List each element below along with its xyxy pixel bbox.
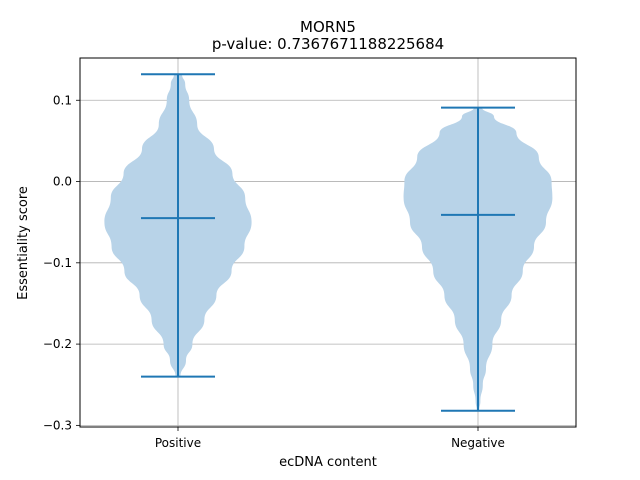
y-tick-label: 0.1 <box>53 93 72 107</box>
x-axis-label: ecDNA content <box>279 455 377 470</box>
chart-subtitle: p-value: 0.7367671188225684 <box>212 35 444 53</box>
plot-frame <box>79 57 577 428</box>
y-tick-label: −0.3 <box>43 418 72 432</box>
y-tick-label: −0.2 <box>43 337 72 351</box>
y-tick-label: −0.1 <box>43 256 72 270</box>
chart-title: MORN5 <box>300 18 356 36</box>
violin-layer <box>104 73 553 412</box>
tick-layer: 0.1 0.0 −0.1 −0.2 −0.3 Positive Negative <box>43 93 505 450</box>
x-tick-label: Negative <box>451 436 505 450</box>
y-tick-label: 0.0 <box>53 175 72 189</box>
x-tick-label: Positive <box>155 436 201 450</box>
y-axis-label: Essentiality score <box>16 186 31 300</box>
